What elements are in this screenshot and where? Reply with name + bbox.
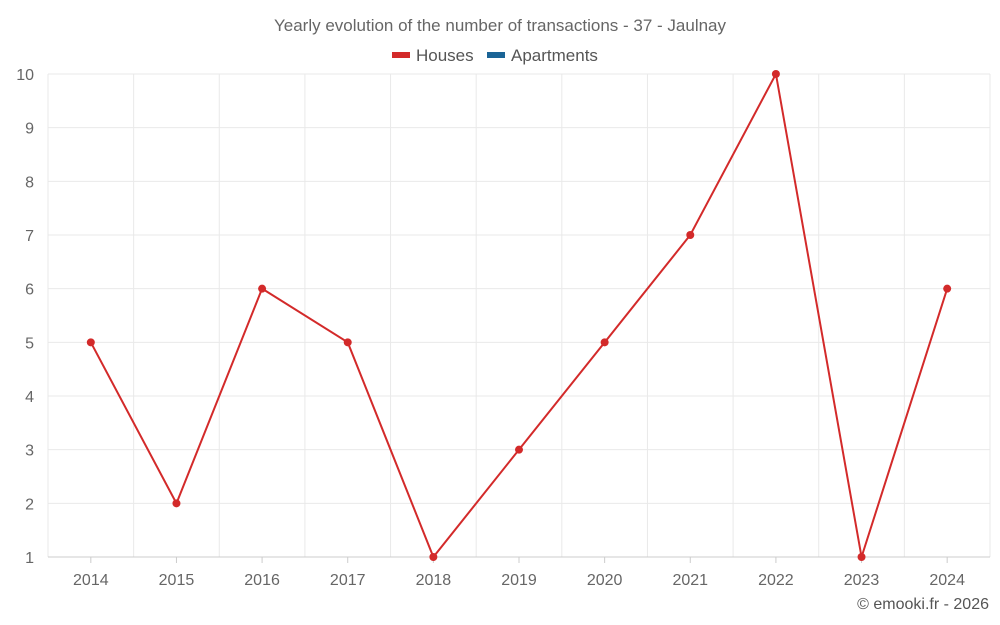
legend-label-apartments: Apartments [511, 46, 598, 65]
y-tick-label: 10 [16, 67, 34, 84]
legend-swatch-houses [392, 52, 410, 58]
x-tick-label: 2019 [501, 572, 537, 589]
x-tick-label: 2018 [416, 572, 452, 589]
data-point-houses[interactable] [515, 445, 523, 454]
data-point-houses[interactable] [172, 499, 181, 508]
legend-item-apartments[interactable]: Apartments [487, 46, 598, 65]
legend: Houses Apartments [392, 46, 598, 65]
y-tick-label: 3 [25, 443, 34, 460]
x-tick-label: 2024 [929, 572, 965, 589]
data-point-houses[interactable] [686, 231, 695, 239]
x-tick-label: 2017 [330, 572, 366, 589]
data-point-houses[interactable] [258, 284, 267, 293]
x-tick-label: 2023 [844, 572, 880, 589]
y-tick-label: 1 [25, 550, 34, 567]
y-tick-label: 8 [25, 174, 34, 191]
y-tick-label: 5 [25, 335, 34, 352]
data-point-houses[interactable] [429, 553, 438, 561]
axes: 1 2 3 4 5 6 7 8 9 10 2014 2015 2016 2017 2018 2019 2020 2… [16, 67, 990, 589]
x-tick-label: 2015 [159, 572, 195, 589]
x-tick-label: 2022 [758, 572, 794, 589]
legend-swatch-apartments [487, 52, 505, 58]
legend-item-houses[interactable]: Houses [392, 46, 474, 65]
credit-text: © emooki.fr - 2026 [857, 596, 989, 613]
y-tick-label: 2 [25, 496, 34, 513]
series [86, 70, 952, 561]
y-tick-label: 9 [25, 121, 34, 138]
y-tick-label: 4 [25, 389, 34, 406]
legend-label-houses: Houses [416, 46, 474, 65]
data-point-houses[interactable] [600, 338, 609, 347]
data-point-houses[interactable] [857, 553, 866, 561]
chart-title: Yearly evolution of the number of transa… [274, 16, 727, 35]
y-tick-label: 7 [25, 228, 34, 245]
x-tick-label: 2021 [672, 572, 708, 589]
data-point-houses[interactable] [943, 284, 952, 293]
data-point-houses[interactable] [343, 338, 352, 347]
x-tick-label: 2016 [244, 572, 280, 589]
x-tick-label: 2020 [587, 572, 623, 589]
y-tick-label: 6 [25, 282, 34, 299]
data-point-houses[interactable] [771, 70, 780, 78]
data-point-houses[interactable] [86, 338, 95, 347]
x-tick-label: 2014 [73, 572, 109, 589]
